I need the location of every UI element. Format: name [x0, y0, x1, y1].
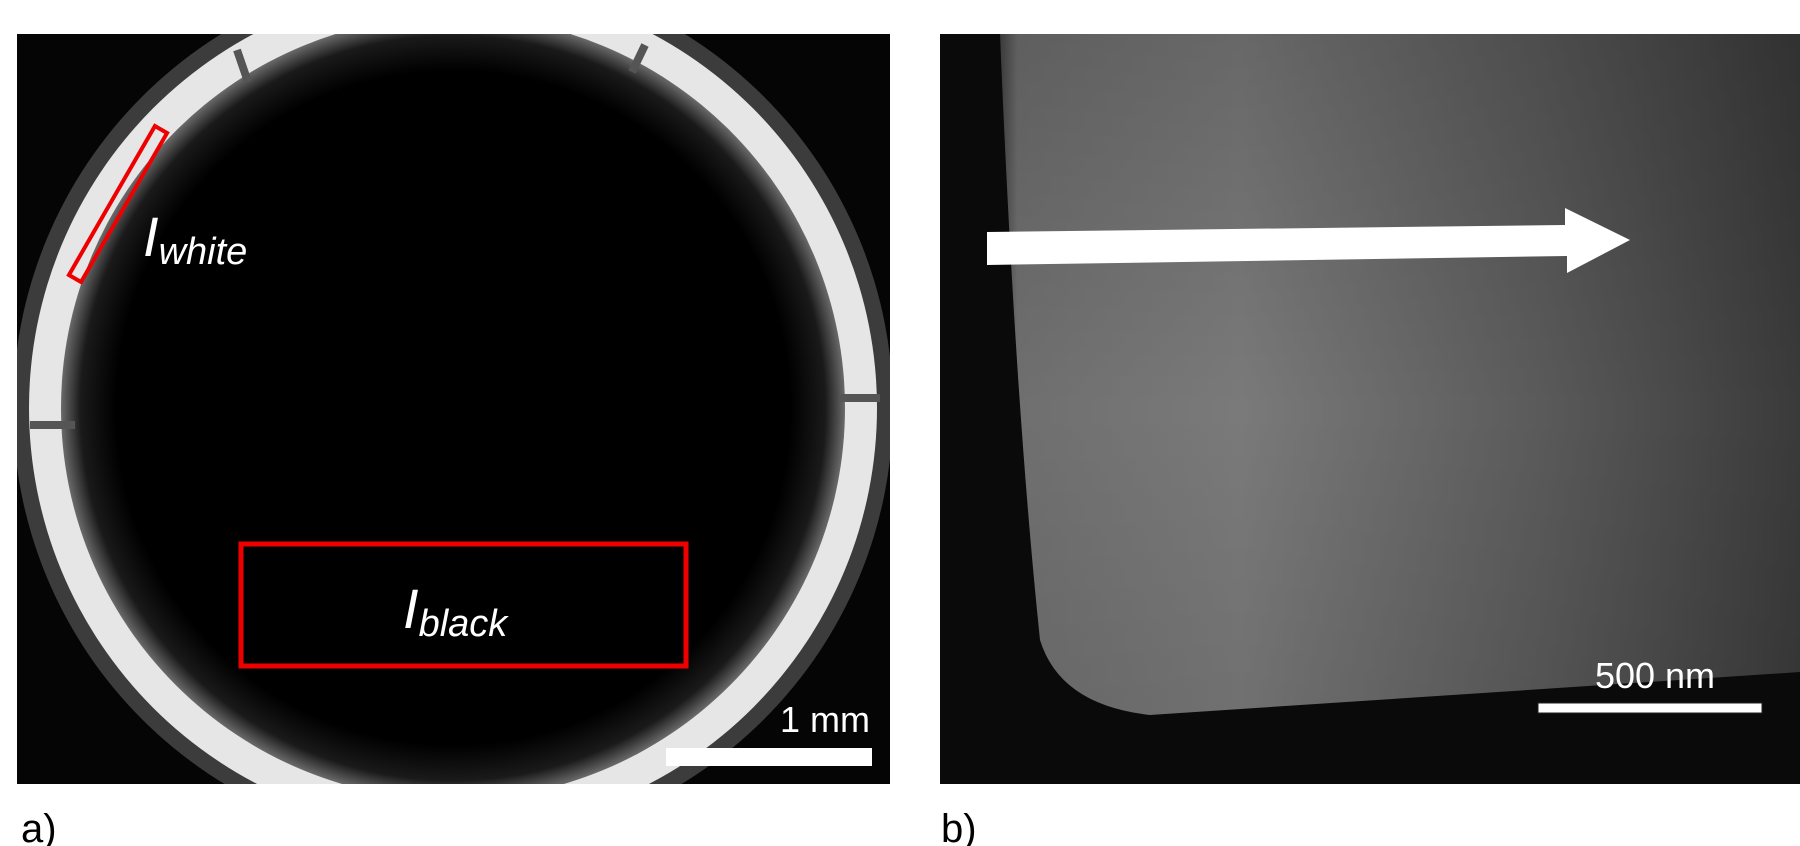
- page: Iwhite Iblack 1 mm a) 500 nm b) (() => {…: [0, 0, 1800, 846]
- panel-label: b): [941, 807, 977, 846]
- panel-label: a): [21, 807, 57, 846]
- scale-bar: [666, 748, 872, 766]
- scale-bar-label: 500 nm: [1595, 655, 1715, 696]
- figure: Iwhite Iblack 1 mm a) 500 nm b): [0, 0, 1800, 846]
- scale-bar: [1538, 703, 1762, 713]
- scale-bar-label: 1 mm: [780, 699, 870, 740]
- panel-a-image: [13, 0, 893, 846]
